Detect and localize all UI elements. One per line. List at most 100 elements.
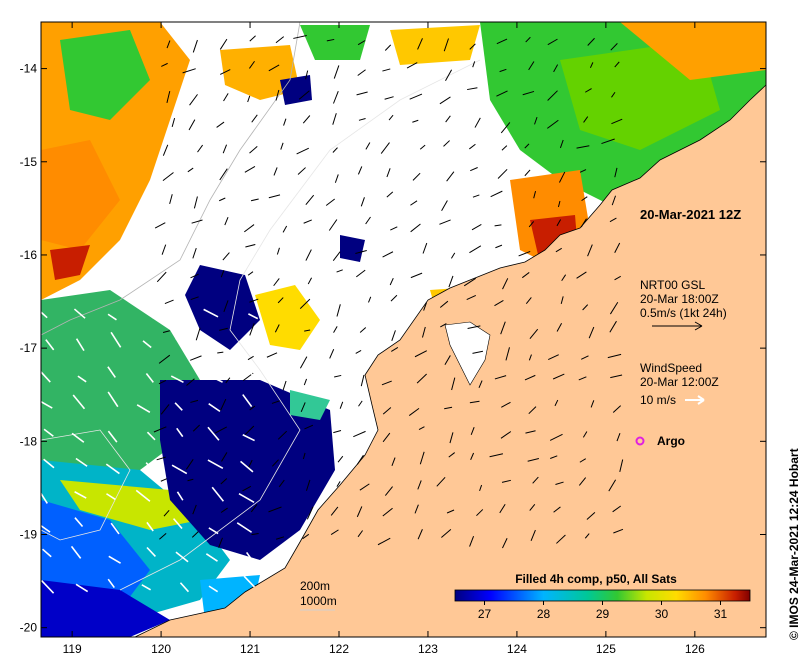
current-arrow xyxy=(365,142,371,150)
y-axis: -14 -15 -16 -17 -18 -19 -20 xyxy=(20,62,766,635)
current-arrow xyxy=(522,90,535,96)
wind-arrow xyxy=(77,375,87,383)
current-arrow xyxy=(219,38,228,50)
current-arrow xyxy=(547,90,558,101)
current-arrow xyxy=(500,431,512,439)
wind-arrow xyxy=(71,432,85,443)
current-arrow xyxy=(158,379,167,385)
current-arrow xyxy=(330,506,339,516)
current-arrow xyxy=(581,196,588,202)
current-arrow xyxy=(333,91,339,104)
current-arrow xyxy=(530,529,536,541)
current-arrow xyxy=(332,113,337,125)
current-arrow xyxy=(410,272,423,279)
wind-arrow xyxy=(240,460,254,473)
current-arrow xyxy=(249,35,256,42)
wind-arrow xyxy=(107,391,119,408)
current-arrow xyxy=(380,142,390,154)
current-arrow xyxy=(417,38,423,50)
y-tick-label: -15 xyxy=(20,155,38,169)
current-arrow xyxy=(582,304,589,311)
wind-arrow xyxy=(146,546,156,557)
current-arrow xyxy=(214,426,228,434)
wind-arrow xyxy=(107,578,115,589)
current-arrow xyxy=(216,121,225,128)
current-arrow xyxy=(616,432,621,442)
current-arrow xyxy=(607,353,622,359)
wind-arrow xyxy=(208,403,221,413)
current-arrow xyxy=(609,301,619,315)
plot-area xyxy=(41,22,766,637)
current-arrow xyxy=(419,144,426,150)
current-arrow xyxy=(578,376,587,381)
current-arrow xyxy=(496,38,508,45)
current-arrow xyxy=(586,511,596,520)
current-arrow xyxy=(390,226,398,231)
current-arrow xyxy=(382,68,391,72)
current-arrow xyxy=(156,456,166,461)
current-arrow xyxy=(356,506,363,518)
current-arrow xyxy=(190,296,199,301)
current-arrow xyxy=(381,380,392,386)
wind-arrow xyxy=(145,462,156,474)
current-arrow xyxy=(528,354,532,361)
isobath-200-label: 200m xyxy=(300,579,330,593)
current-arrow xyxy=(547,38,558,46)
current-arrow xyxy=(244,425,255,435)
current-arrow xyxy=(478,380,483,389)
wind-arrow xyxy=(248,313,259,320)
current-arrow xyxy=(469,400,480,404)
current-arrow xyxy=(356,269,366,278)
current-arrow xyxy=(223,300,229,313)
wind-arrow xyxy=(246,342,258,354)
current-arrow xyxy=(528,406,537,415)
current-arrow xyxy=(249,405,256,411)
current-arrow xyxy=(561,274,567,282)
current-arrow xyxy=(332,251,341,261)
current-arrow xyxy=(305,70,309,80)
y-tick-label: -20 xyxy=(20,621,38,635)
current-arrow xyxy=(358,118,366,121)
current-vectors xyxy=(153,35,624,549)
y-tick-label: -18 xyxy=(20,434,38,448)
y-tick-label: -14 xyxy=(20,62,38,76)
current-arrow xyxy=(188,119,196,131)
current-arrow xyxy=(382,407,392,415)
current-arrow xyxy=(304,329,311,332)
current-arrow xyxy=(529,503,536,511)
current-scale: 0.5m/s (1kt 24h) xyxy=(640,306,727,320)
current-arrow xyxy=(382,507,393,517)
current-arrow xyxy=(476,509,484,517)
x-tick-label: 122 xyxy=(329,642,349,656)
current-arrow xyxy=(611,118,623,125)
current-arrow xyxy=(268,506,282,513)
current-arrow xyxy=(587,244,593,257)
current-arrow xyxy=(278,479,285,488)
current-arrow xyxy=(305,249,312,261)
colorbar: Filled 4h comp, p50, All Sats 27 28 29 30 31 xyxy=(454,572,751,621)
current-arrow xyxy=(612,505,622,513)
current-arrow xyxy=(192,424,200,432)
current-arrow xyxy=(251,114,258,123)
current-arrow xyxy=(185,459,194,470)
current-arrow xyxy=(275,36,285,44)
current-arrow xyxy=(187,478,194,482)
current-arrow xyxy=(244,166,256,173)
current-arrow xyxy=(244,224,255,233)
current-arrow xyxy=(357,166,363,175)
wind-arrow xyxy=(245,552,255,564)
current-arrow xyxy=(283,118,287,126)
current-arrow xyxy=(502,538,508,549)
x-tick-label: 125 xyxy=(596,642,616,656)
current-arrow xyxy=(355,349,362,354)
current-arrow xyxy=(556,534,566,544)
current-arrow xyxy=(390,294,398,302)
current-arrow xyxy=(304,424,314,430)
wind-arrow xyxy=(176,491,184,501)
current-arrow xyxy=(360,197,365,207)
wind-arrow xyxy=(171,464,188,475)
current-arrow xyxy=(223,93,229,102)
current-arrow xyxy=(469,43,476,50)
current-arrow xyxy=(329,349,335,359)
current-arrow xyxy=(608,479,617,492)
